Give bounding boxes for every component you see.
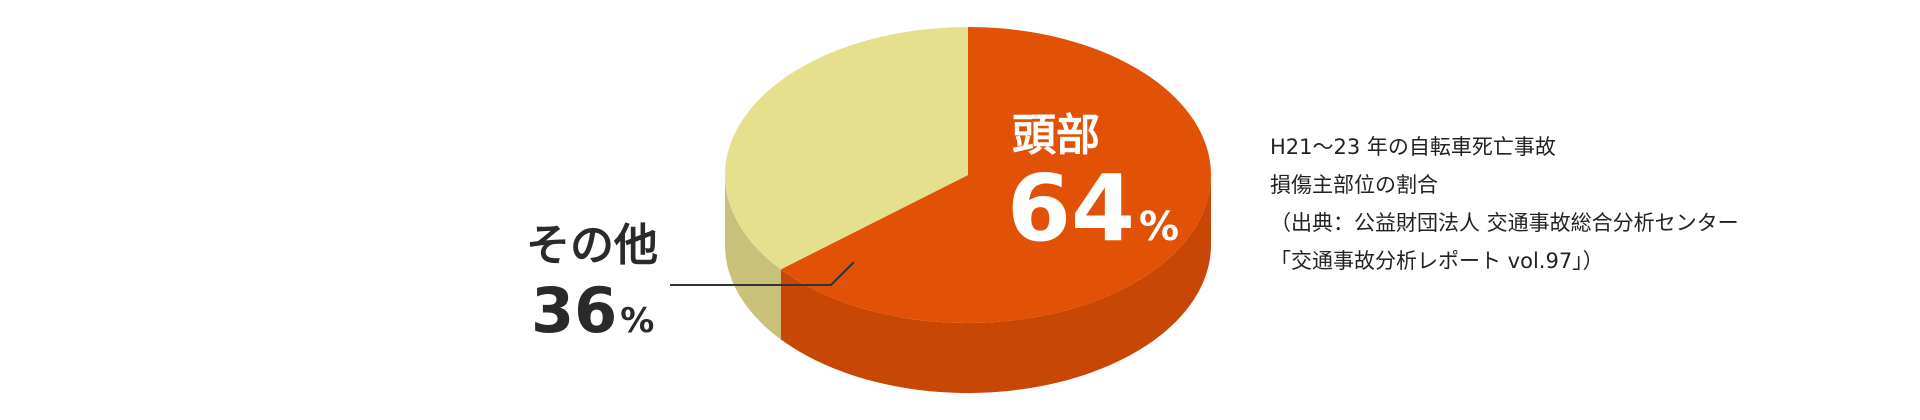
- slice-label-head-name: 頭部: [1012, 110, 1100, 161]
- pie-slice-other: [725, 27, 968, 270]
- slice-unit-other: %: [620, 301, 654, 341]
- pie-side-walls: [725, 175, 1211, 393]
- source-line-publisher: （出典：公益財団法人 交通事故総合分析センター: [1270, 211, 1739, 235]
- pie-slice-head: [780, 27, 1212, 324]
- pie-side-head: [780, 177, 1211, 393]
- pie-top-faces: [725, 27, 1212, 324]
- slice-value-head: 64: [1007, 155, 1135, 262]
- pie-side-other: [725, 175, 781, 340]
- slice-label-head: 頭部 64%: [1007, 110, 1179, 262]
- slice-label-other-value: 36%: [531, 274, 654, 347]
- leader-line-other: [670, 261, 855, 286]
- source-line-title: H21～23 年の自転車死亡事故: [1270, 135, 1556, 159]
- source-line-report: 「交通事故分析レポート vol.97」）: [1270, 249, 1604, 273]
- slice-label-other-name: その他: [526, 220, 658, 271]
- slice-label-head-value: 64%: [1007, 155, 1179, 262]
- slice-value-other: 36: [531, 274, 617, 347]
- slice-unit-head: %: [1139, 204, 1179, 250]
- source-line-subtitle: 損傷主部位の割合: [1270, 173, 1438, 197]
- source-note: H21～23 年の自転車死亡事故 損傷主部位の割合 （出典：公益財団法人 交通事…: [1270, 128, 1739, 280]
- slice-label-other: その他 36%: [526, 220, 658, 347]
